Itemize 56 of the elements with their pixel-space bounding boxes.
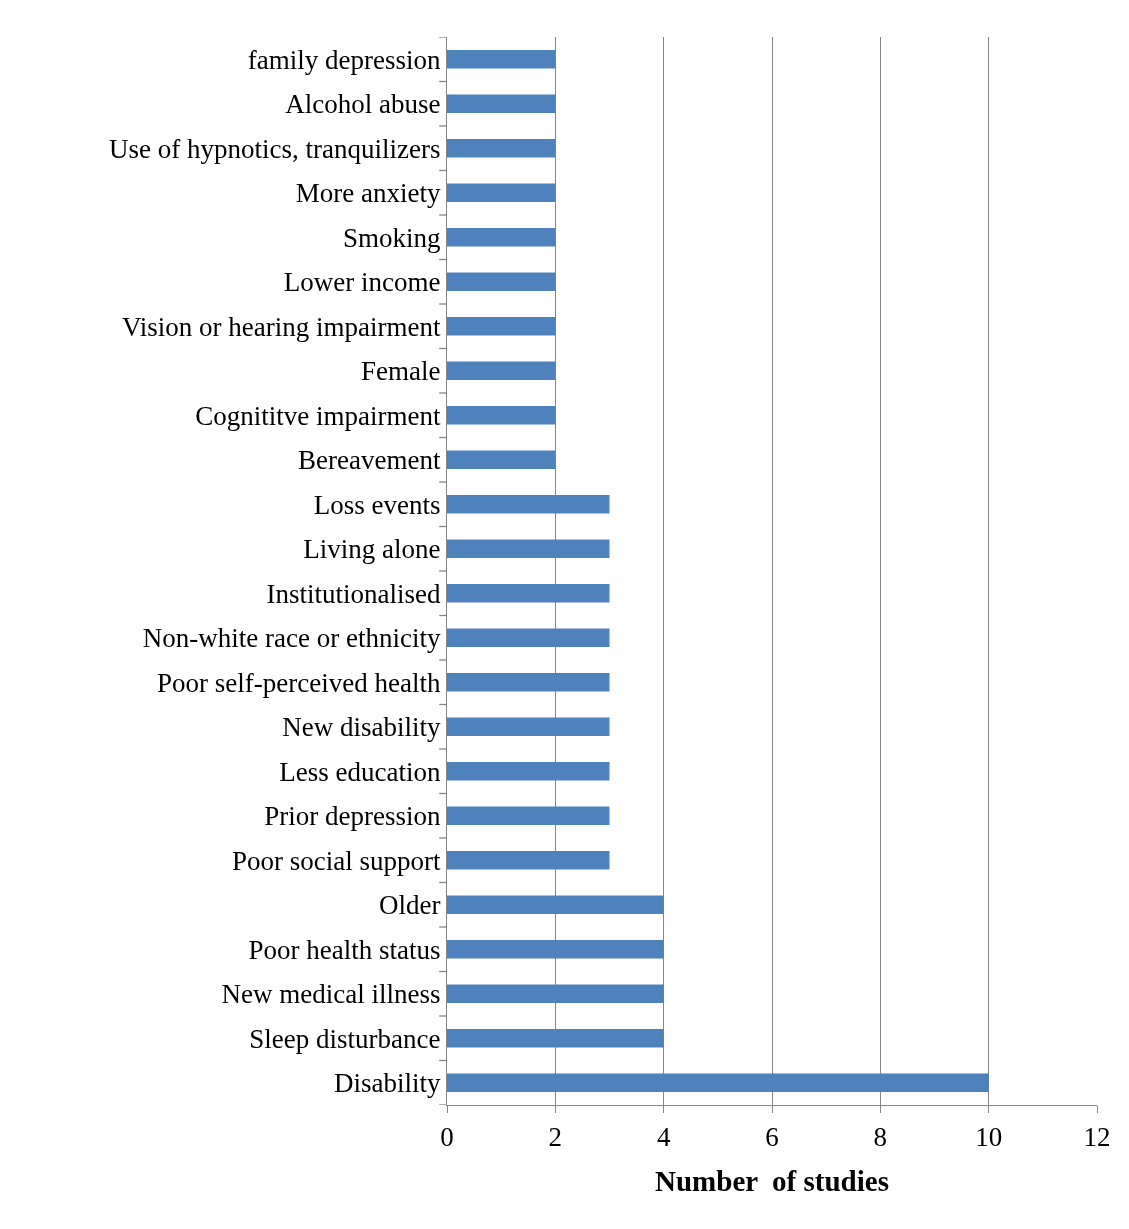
x-tick-label: 12 [1083, 1121, 1111, 1152]
bar [447, 717, 610, 737]
y-tick-label: Non-white race or ethnicity [142, 623, 441, 654]
x-tick-label: 2 [548, 1121, 563, 1152]
y-tick-label: New medical illness [221, 979, 441, 1010]
y-tick-label: Disability [333, 1068, 441, 1099]
y-tick-label: Older [378, 890, 441, 921]
bar [447, 672, 610, 692]
bar [447, 183, 556, 203]
bar [447, 895, 664, 915]
y-tick-label: Bereavement [298, 445, 441, 476]
y-tick-label: Vision or hearing impairment [121, 311, 441, 342]
y-tick-label: Sleep disturbance [249, 1023, 441, 1054]
bar [447, 49, 556, 69]
y-tick-label: Poor social support [231, 845, 441, 876]
y-tick-label: Poor health status [248, 934, 441, 965]
bar [447, 94, 556, 114]
bar [447, 761, 610, 781]
bar [447, 405, 556, 425]
x-axis-title: Number of studies [655, 1165, 889, 1198]
x-tick-label: 6 [765, 1121, 779, 1152]
y-tick-label: Poor self-perceived health [157, 667, 441, 698]
y-tick-label: Living alone [303, 534, 441, 565]
bar [447, 806, 610, 826]
bar [447, 450, 556, 470]
y-tick-label: Lower income [283, 267, 441, 298]
y-tick-label: Loss events [313, 489, 441, 520]
bar [447, 984, 664, 1004]
bar [447, 539, 610, 559]
x-tick-label: 0 [440, 1121, 454, 1152]
bar [447, 850, 610, 870]
y-tick-label: Less education [279, 756, 441, 787]
bar [447, 316, 556, 336]
y-tick-label: Use of hypnotics, tranquilizers [109, 133, 441, 164]
y-tick-label: Cognititve impairment [195, 400, 441, 431]
bar [447, 494, 610, 514]
bar [447, 361, 556, 381]
bar [447, 1073, 989, 1093]
bar [447, 227, 556, 247]
bar [447, 138, 556, 158]
y-tick-label: Smoking [342, 222, 441, 253]
y-tick-label: Prior depression [264, 801, 441, 832]
bar [447, 1028, 664, 1048]
x-tick-label: 4 [656, 1121, 671, 1152]
y-tick-label: Alcohol abuse [285, 89, 441, 120]
bar [447, 272, 556, 292]
bar [447, 628, 610, 648]
bar [447, 939, 664, 959]
x-tick-label: 8 [873, 1121, 888, 1152]
y-tick-label: New disability [282, 712, 441, 743]
y-tick-label: Institutionalised [266, 578, 441, 609]
bar [447, 583, 610, 603]
x-tick-label: 10 [975, 1121, 1003, 1152]
y-tick-label: family depression [247, 44, 441, 75]
y-tick-label: More anxiety [295, 178, 441, 209]
y-tick-label: Female [360, 356, 441, 387]
